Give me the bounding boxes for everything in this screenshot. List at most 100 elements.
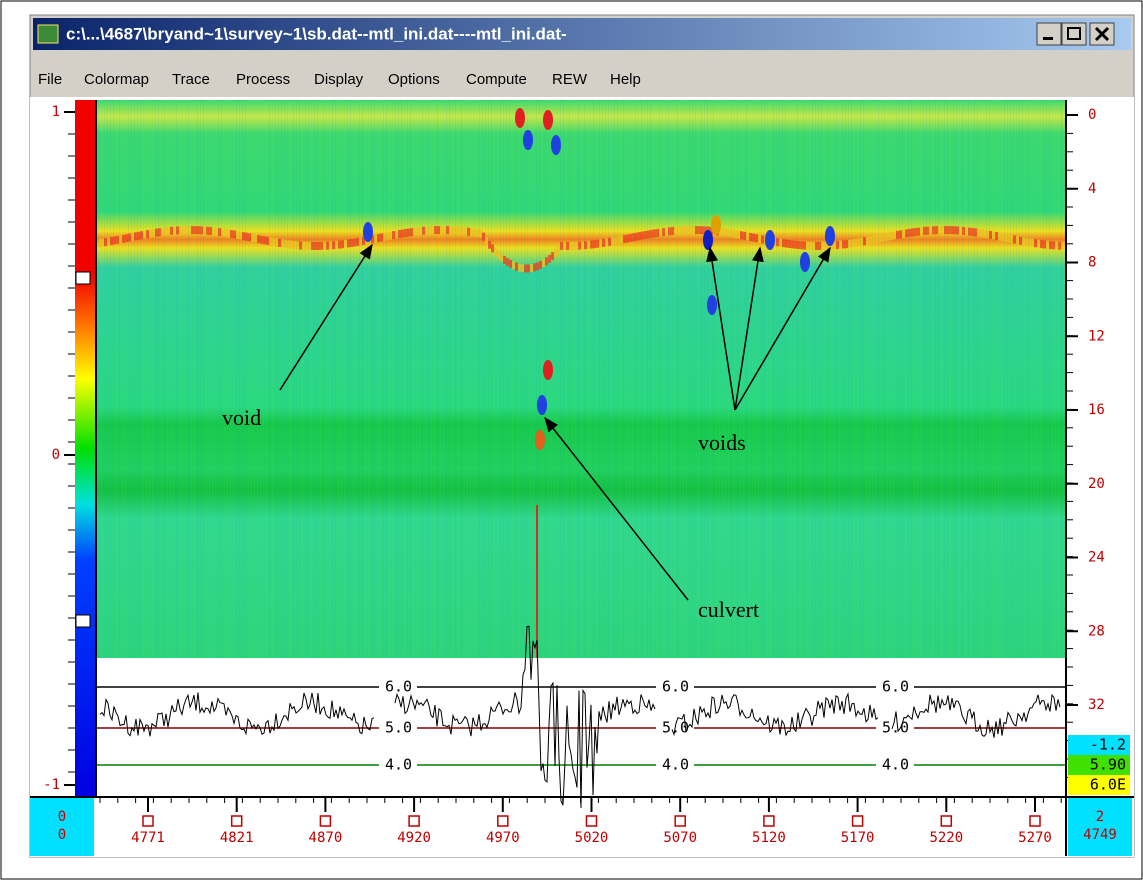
annotation: voids [698, 430, 746, 455]
menu-item[interactable]: Trace [172, 71, 210, 88]
texture [980, 100, 981, 658]
texture [1040, 100, 1041, 658]
texture [116, 100, 117, 658]
texture [1049, 100, 1050, 658]
texture [263, 100, 264, 658]
annotation: void [222, 405, 261, 430]
texture [1028, 100, 1029, 658]
texture [572, 100, 573, 658]
texture [983, 100, 984, 658]
reflection [535, 430, 545, 450]
reflection [765, 230, 775, 250]
texture [266, 100, 267, 658]
texture [863, 100, 864, 658]
texture [728, 100, 729, 658]
texture [302, 100, 303, 658]
texture [902, 100, 903, 658]
texture [758, 100, 759, 658]
texture [731, 100, 732, 658]
reflection [537, 395, 547, 415]
texture [335, 100, 336, 658]
texture [203, 100, 204, 658]
texture [560, 100, 561, 658]
texture [392, 100, 393, 658]
texture [380, 100, 381, 658]
texture [176, 100, 177, 658]
menu-item[interactable]: Process [236, 71, 290, 88]
bottom-label: 5020 [575, 830, 609, 846]
reflection [551, 135, 561, 155]
texture [1037, 100, 1038, 658]
texture [833, 100, 834, 658]
texture [476, 100, 477, 658]
texture [638, 100, 639, 658]
texture [230, 100, 231, 658]
texture [653, 100, 654, 658]
texture [188, 100, 189, 658]
menu-item[interactable]: Options [388, 71, 440, 88]
texture [701, 100, 702, 658]
menu-item[interactable]: Help [610, 71, 641, 88]
right-scale-label: 0 [1088, 107, 1096, 123]
texture [470, 100, 471, 658]
texture [872, 100, 873, 658]
texture [656, 100, 657, 658]
texture [962, 100, 963, 658]
texture [1022, 100, 1023, 658]
level-label: 6.0 [385, 678, 412, 696]
texture [512, 100, 513, 658]
texture [692, 100, 693, 658]
menu-item[interactable]: Colormap [84, 71, 149, 88]
texture [284, 100, 285, 658]
left-scale-label: 1 [52, 104, 60, 120]
texture [458, 100, 459, 658]
texture [746, 100, 747, 658]
texture [533, 100, 534, 658]
texture [1046, 100, 1047, 658]
texture [1031, 100, 1032, 658]
texture [683, 100, 684, 658]
texture [443, 100, 444, 658]
menu-item[interactable]: Display [314, 71, 364, 88]
texture [401, 100, 402, 658]
texture [1004, 100, 1005, 658]
texture [956, 100, 957, 658]
menu-item[interactable]: File [38, 71, 62, 88]
texture [440, 100, 441, 658]
texture [893, 100, 894, 658]
texture [245, 100, 246, 658]
texture [845, 100, 846, 658]
texture [206, 100, 207, 658]
menu-item[interactable]: REW [552, 71, 588, 88]
texture [755, 100, 756, 658]
texture [947, 100, 948, 658]
texture [914, 100, 915, 658]
texture [143, 100, 144, 658]
texture [623, 100, 624, 658]
texture [839, 100, 840, 658]
level-label: 4.0 [385, 756, 412, 774]
texture [644, 100, 645, 658]
texture [614, 100, 615, 658]
texture [344, 100, 345, 658]
texture [890, 100, 891, 658]
reflection [523, 130, 533, 150]
texture [1019, 100, 1020, 658]
colorbar-handle [76, 272, 90, 284]
texture [479, 100, 480, 658]
texture [587, 100, 588, 658]
maximize-button[interactable] [1062, 23, 1086, 45]
texture [218, 100, 219, 658]
texture [452, 100, 453, 658]
texture [296, 100, 297, 658]
texture [377, 100, 378, 658]
texture [518, 100, 519, 658]
minimize-button[interactable] [1037, 23, 1061, 45]
texture [593, 100, 594, 658]
texture [173, 100, 174, 658]
menu-item[interactable]: Compute [466, 71, 527, 88]
texture [815, 100, 816, 658]
texture [566, 100, 567, 658]
texture [434, 100, 435, 658]
texture [134, 100, 135, 658]
